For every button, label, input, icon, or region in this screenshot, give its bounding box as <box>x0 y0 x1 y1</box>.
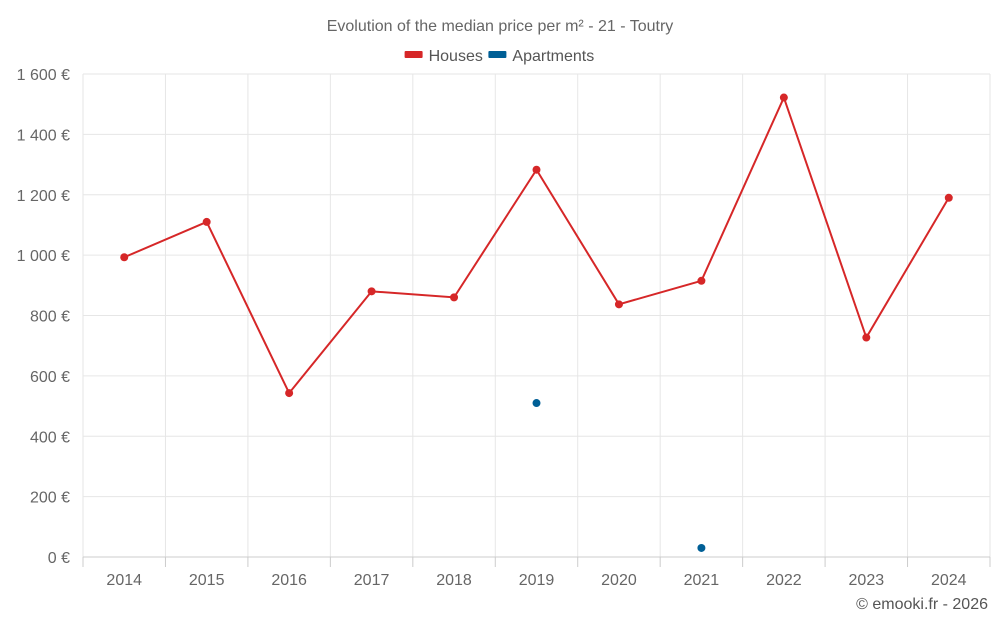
houses-point-2018[interactable] <box>450 293 459 302</box>
y-tick-label: 200 € <box>30 490 70 507</box>
houses-point-2016[interactable] <box>285 389 294 398</box>
x-tick-label: 2017 <box>354 572 390 589</box>
y-tick-label: 600 € <box>30 369 70 386</box>
legend-swatch <box>488 51 507 58</box>
y-tick-label: 1 400 € <box>17 127 70 144</box>
houses-point-2015[interactable] <box>202 217 211 226</box>
y-tick-label: 0 € <box>48 550 70 567</box>
y-tick-label: 1 600 € <box>17 67 70 84</box>
apartments-point-2019[interactable] <box>532 399 541 408</box>
houses-point-2021[interactable] <box>697 276 706 285</box>
x-tick-label: 2022 <box>766 572 802 589</box>
x-tick-label: 2015 <box>189 572 225 589</box>
houses-point-2020[interactable] <box>614 300 623 309</box>
legend-item-apartments[interactable]: Apartments <box>488 48 594 65</box>
y-axis-labels: 0 € 200 € 400 € 600 € 800 € 1 000 € 1 200 € 1 4… <box>17 67 70 567</box>
houses-point-2017[interactable] <box>367 287 376 296</box>
houses-point-2019[interactable] <box>532 165 541 174</box>
x-axis: 2014 2015 2016 2017 2018 2019 2020 2021 2022 2023… <box>82 556 991 589</box>
houses-point-2014[interactable] <box>120 253 129 262</box>
series-layer <box>120 93 953 552</box>
y-tick-label: 400 € <box>30 429 70 446</box>
credit-text: © emooki.fr - 2026 <box>856 596 988 613</box>
x-tick-label: 2014 <box>106 572 142 589</box>
x-tick-label: 2018 <box>436 572 472 589</box>
x-tick-label: 2016 <box>271 572 307 589</box>
grid-lines <box>82 73 991 557</box>
houses-point-2024[interactable] <box>944 193 953 202</box>
y-tick-label: 800 € <box>30 309 70 326</box>
x-tick-label: 2024 <box>931 572 967 589</box>
y-tick-label: 1 000 € <box>17 248 70 265</box>
legend-label: Houses <box>429 48 483 65</box>
legend-label: Apartments <box>512 48 594 65</box>
houses-point-2022[interactable] <box>779 93 788 102</box>
apartments-point-2021[interactable] <box>697 543 706 552</box>
x-tick-label: 2020 <box>601 572 637 589</box>
houses-point-2023[interactable] <box>862 333 871 342</box>
chart-title: Evolution of the median price per m² - 2… <box>327 18 674 35</box>
legend-swatch <box>404 51 423 58</box>
y-tick-label: 1 200 € <box>17 188 70 205</box>
legend: Houses Apartments <box>404 48 594 65</box>
x-tick-label: 2023 <box>849 572 885 589</box>
x-tick-label: 2019 <box>519 572 555 589</box>
legend-item-houses[interactable]: Houses <box>404 48 483 65</box>
x-tick-label: 2021 <box>684 572 720 589</box>
